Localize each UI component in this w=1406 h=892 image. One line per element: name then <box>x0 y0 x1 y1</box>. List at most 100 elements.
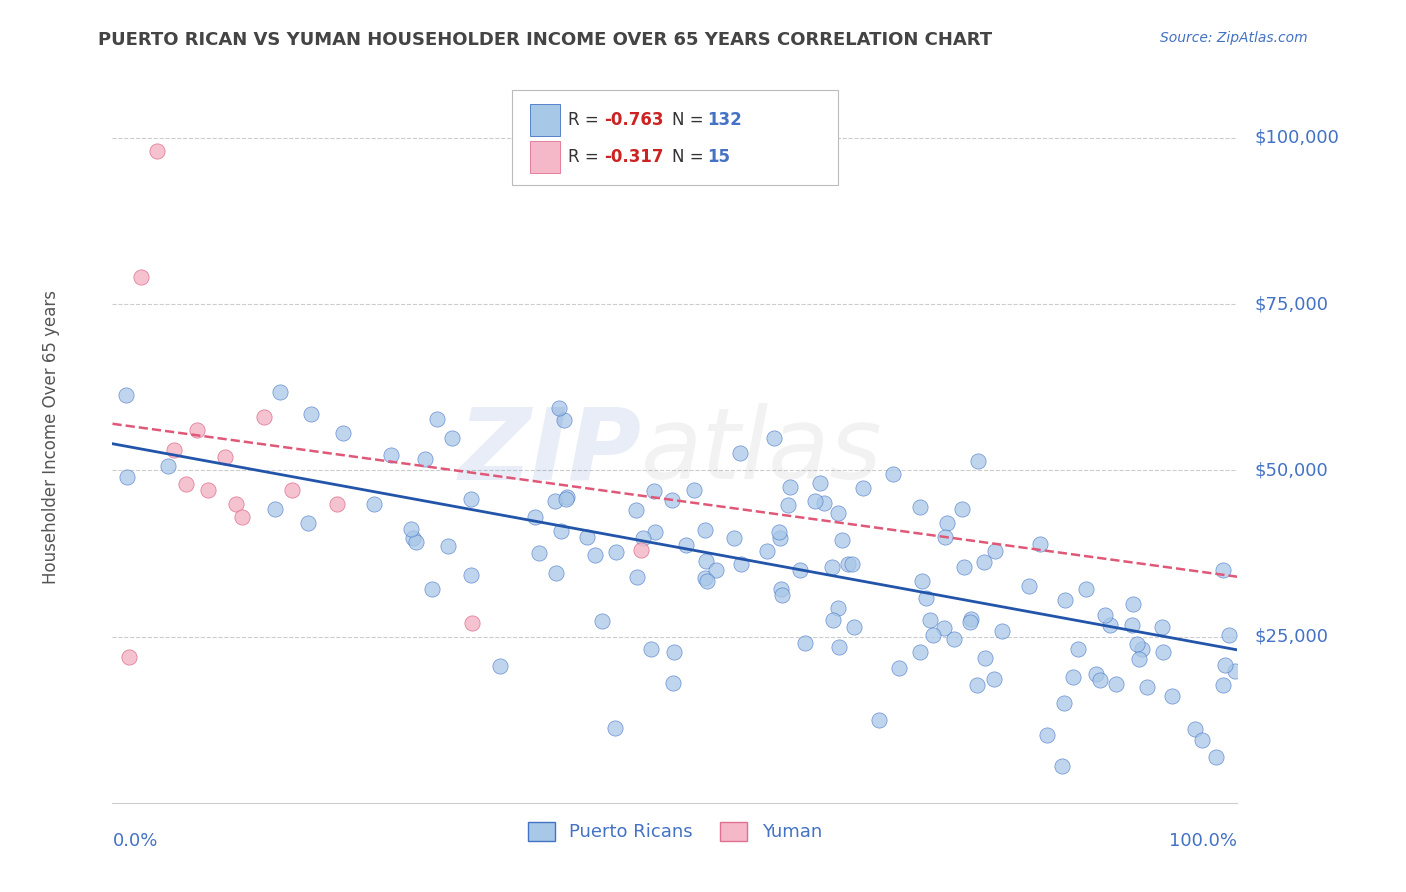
Point <box>973 555 995 569</box>
Point <box>683 483 706 497</box>
Point <box>460 568 482 582</box>
FancyBboxPatch shape <box>530 103 560 136</box>
Point <box>555 490 578 504</box>
Point <box>730 557 752 571</box>
Point <box>437 539 460 553</box>
Point <box>918 613 941 627</box>
Point <box>461 616 484 631</box>
Point <box>675 538 697 552</box>
Point <box>197 483 219 498</box>
Point <box>1128 652 1150 666</box>
Text: PUERTO RICAN VS YUMAN HOUSEHOLDER INCOME OVER 65 YEARS CORRELATION CHART: PUERTO RICAN VS YUMAN HOUSEHOLDER INCOME… <box>98 31 993 49</box>
Text: R =: R = <box>568 111 605 128</box>
Point <box>1135 680 1157 694</box>
Point <box>1062 670 1084 684</box>
Point <box>776 498 799 512</box>
Point <box>174 476 197 491</box>
Text: -0.763: -0.763 <box>605 111 664 128</box>
Point <box>887 661 910 675</box>
Point <box>821 560 844 574</box>
Point <box>163 443 186 458</box>
Point <box>696 574 718 588</box>
Point <box>146 144 169 158</box>
Point <box>770 587 793 601</box>
Point <box>1018 579 1040 593</box>
Point <box>591 615 613 629</box>
Text: R =: R = <box>568 148 605 167</box>
Point <box>762 431 785 445</box>
Point <box>768 531 790 545</box>
Point <box>1053 593 1076 607</box>
Point <box>723 531 745 545</box>
Point <box>756 543 779 558</box>
Point <box>156 458 179 473</box>
Point <box>730 446 752 460</box>
Point <box>546 566 568 580</box>
Text: $50,000: $50,000 <box>1254 461 1327 479</box>
Point <box>1223 664 1246 678</box>
Point <box>851 481 873 495</box>
Point <box>908 645 931 659</box>
Point <box>523 510 546 524</box>
Point <box>214 450 236 464</box>
Point <box>959 615 981 630</box>
Point <box>332 426 354 441</box>
Text: Householder Income Over 65 years: Householder Income Over 65 years <box>42 290 59 584</box>
Point <box>827 506 849 520</box>
Point <box>1050 759 1073 773</box>
Point <box>984 544 1007 558</box>
Point <box>363 497 385 511</box>
Point <box>841 557 863 571</box>
Text: N =: N = <box>672 111 709 128</box>
Point <box>1161 689 1184 703</box>
Point <box>831 533 853 548</box>
Point <box>695 523 717 537</box>
Point <box>936 516 959 530</box>
Point <box>695 571 717 585</box>
Text: 132: 132 <box>707 111 742 128</box>
Text: ZIP: ZIP <box>458 403 641 500</box>
Point <box>1088 673 1111 687</box>
Point <box>640 641 662 656</box>
Point <box>264 502 287 516</box>
Point <box>837 558 859 572</box>
Point <box>921 627 943 641</box>
Point <box>952 501 974 516</box>
Point <box>789 563 811 577</box>
Point <box>973 650 995 665</box>
FancyBboxPatch shape <box>530 141 560 173</box>
Point <box>662 645 685 659</box>
Point <box>779 480 801 494</box>
Text: N =: N = <box>672 148 709 167</box>
Legend: Puerto Ricans, Yuman: Puerto Ricans, Yuman <box>520 814 830 848</box>
Point <box>441 431 464 445</box>
Point <box>1125 637 1147 651</box>
Point <box>966 678 988 692</box>
Point <box>420 582 443 596</box>
Point <box>555 492 578 507</box>
Point <box>544 494 567 508</box>
Point <box>253 410 276 425</box>
Point <box>644 525 666 540</box>
Point <box>1130 642 1153 657</box>
Point <box>661 675 683 690</box>
Point <box>299 407 322 421</box>
Point <box>868 713 890 727</box>
Point <box>769 582 792 596</box>
Point <box>882 467 904 482</box>
Point <box>1191 732 1213 747</box>
Point <box>910 574 932 588</box>
Point <box>297 516 319 530</box>
Point <box>529 546 551 560</box>
Point <box>695 554 717 568</box>
Text: 15: 15 <box>707 148 731 167</box>
Text: 100.0%: 100.0% <box>1170 832 1237 850</box>
Point <box>460 492 482 507</box>
Point <box>1150 620 1173 634</box>
Point <box>932 621 955 635</box>
Point <box>1053 696 1076 710</box>
Point <box>1029 537 1052 551</box>
Text: 0.0%: 0.0% <box>112 832 157 850</box>
Point <box>794 636 817 650</box>
Point <box>828 640 851 654</box>
